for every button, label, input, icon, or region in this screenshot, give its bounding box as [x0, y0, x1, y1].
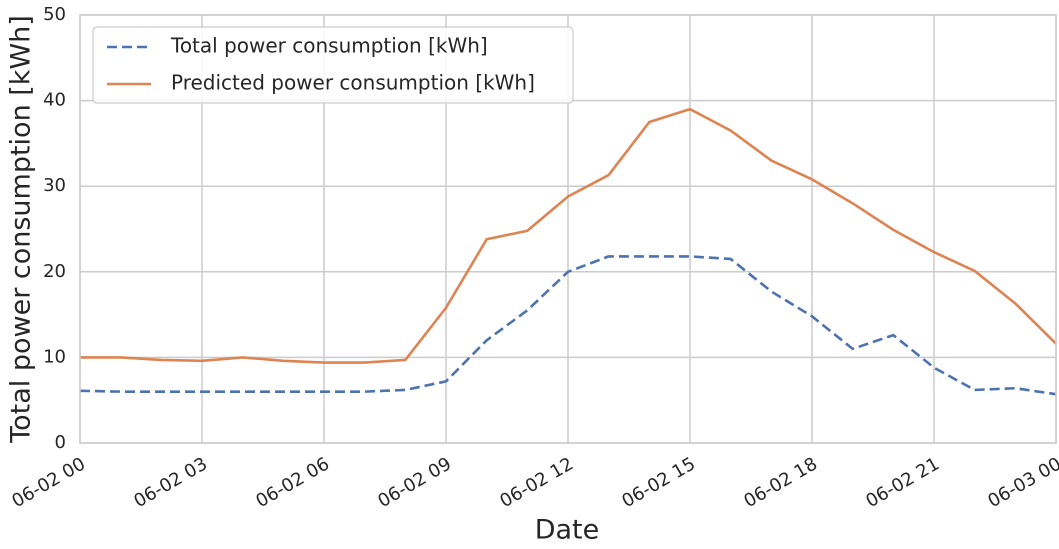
- x-tick-label: 06-02 21: [862, 453, 943, 512]
- y-tick-label: 50: [43, 4, 66, 25]
- x-tick-label: 06-02 15: [618, 453, 699, 512]
- y-tick-label: 0: [55, 432, 66, 453]
- x-tick-label: 06-02 03: [130, 453, 211, 512]
- x-tick-label: 06-02 09: [374, 453, 455, 512]
- legend: Total power consumption [kWh] Predicted p…: [92, 26, 574, 104]
- x-axis-label: Date: [535, 515, 600, 546]
- legend-label: Total power consumption [kWh]: [170, 34, 488, 58]
- lines: [79, 107, 1057, 396]
- x-tick-label: 06-02 12: [496, 453, 577, 512]
- x-tick-label: 06-03 00: [984, 453, 1059, 512]
- y-axis-label: Total power consumption [kWh]: [6, 15, 37, 444]
- y-tick-label: 20: [43, 261, 66, 282]
- series-line: [80, 107, 1057, 364]
- plot-frame: [79, 14, 1057, 444]
- series-line: [79, 255, 1057, 396]
- x-tick-label: 06-02 18: [740, 453, 821, 512]
- y-tick-label: 10: [43, 346, 66, 367]
- legend-label: Predicted power consumption [kWh]: [171, 71, 535, 95]
- y-tick-label: 30: [43, 175, 66, 196]
- x-tick-label: 06-02 06: [252, 453, 333, 512]
- x-tick-label: 06-02 00: [8, 453, 89, 512]
- y-tick-label: 40: [43, 90, 66, 111]
- legend-box: [92, 26, 574, 104]
